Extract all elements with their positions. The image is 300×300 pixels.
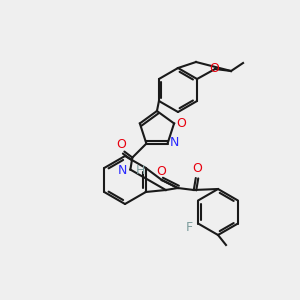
Text: O: O bbox=[176, 117, 186, 130]
Text: O: O bbox=[156, 165, 166, 178]
Text: N: N bbox=[169, 136, 179, 149]
Text: N: N bbox=[118, 164, 128, 177]
Text: H: H bbox=[135, 164, 145, 177]
Text: F: F bbox=[186, 221, 193, 234]
Text: O: O bbox=[116, 138, 126, 151]
Text: O: O bbox=[209, 61, 219, 74]
Text: O: O bbox=[192, 162, 202, 175]
